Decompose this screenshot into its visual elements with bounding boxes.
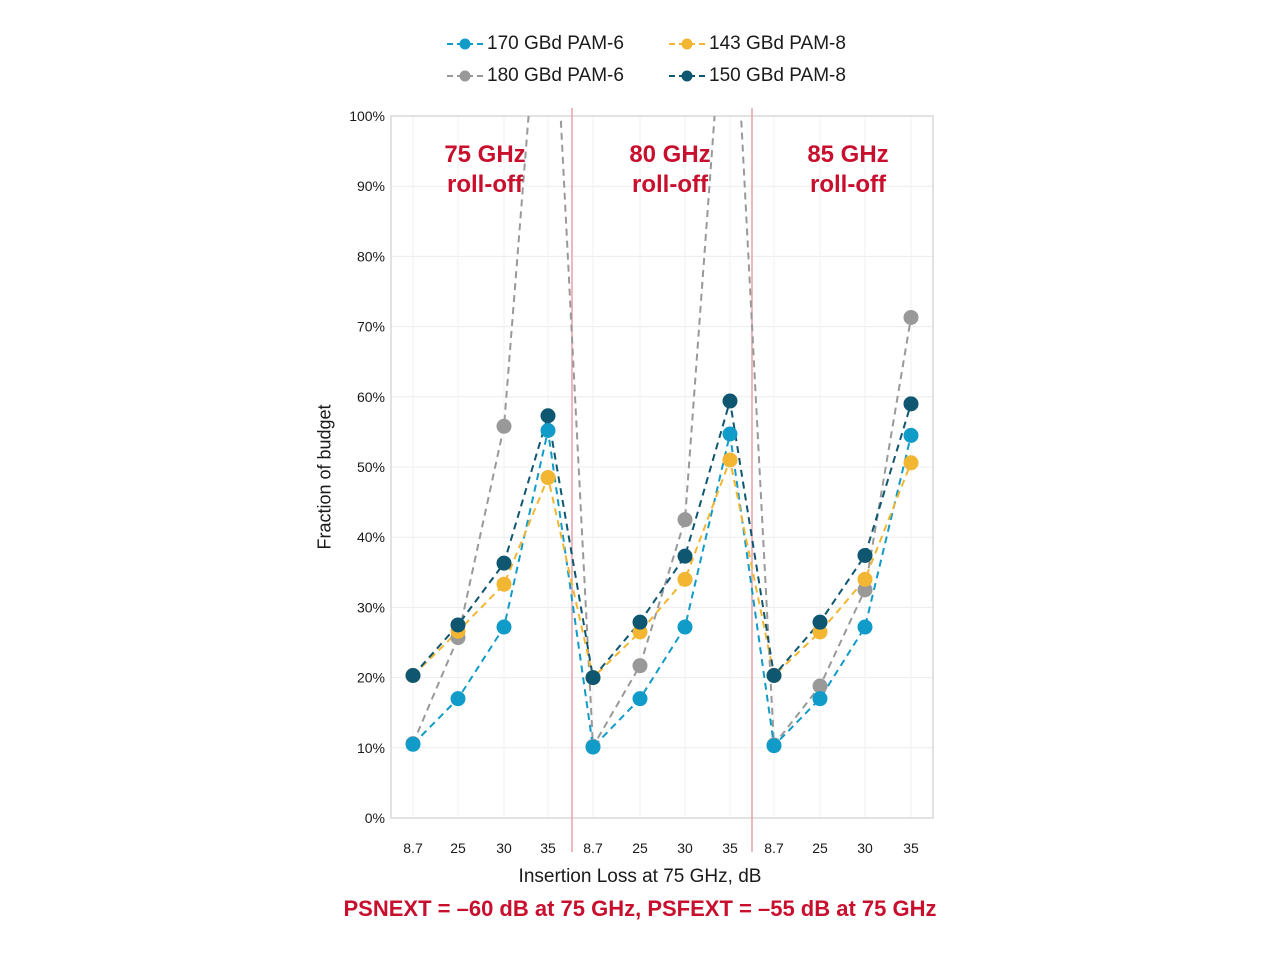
data-point <box>812 678 828 694</box>
y-tick-label: 30% <box>357 599 385 615</box>
legend-label: 170 GBd PAM-6 <box>487 33 624 54</box>
group-label: 80 GHz roll-off <box>590 140 750 200</box>
legend-label: 180 GBd PAM-6 <box>487 65 624 86</box>
grid-lines <box>391 115 933 819</box>
legend-swatch <box>447 38 483 50</box>
y-tick-label: 80% <box>357 248 385 264</box>
data-point <box>632 614 648 630</box>
data-point <box>496 576 512 592</box>
group-dividers <box>571 108 753 852</box>
data-point <box>405 736 421 752</box>
group-label-line1: 85 GHz <box>807 141 889 168</box>
data-point <box>722 452 738 468</box>
x-tick-label: 35 <box>540 840 556 856</box>
y-tick-label: 40% <box>357 529 385 545</box>
data-point <box>405 667 421 683</box>
data-point <box>540 408 556 424</box>
group-label-line2: roll-off <box>447 171 523 198</box>
x-tick-label: 30 <box>496 840 512 856</box>
data-point <box>677 619 693 635</box>
data-point <box>496 555 512 571</box>
y-tick-label: 10% <box>357 740 385 756</box>
data-point <box>857 582 873 598</box>
data-point <box>812 614 828 630</box>
data-point <box>857 571 873 587</box>
series-line <box>412 430 912 750</box>
legend: 170 GBd PAM-6 143 GBd PAM-8 180 GBd PAM-6 1… <box>445 30 865 94</box>
group-label-line1: 75 GHz <box>444 141 526 168</box>
y-tick-label: 20% <box>357 670 385 686</box>
data-point <box>722 393 738 409</box>
y-axis-title: Fraction of budget <box>314 404 335 550</box>
data-point <box>766 667 782 683</box>
legend-item: 170 GBd PAM-6 <box>445 30 624 58</box>
legend-swatch <box>669 70 705 82</box>
data-point <box>903 309 919 325</box>
x-tick-label: 8.7 <box>764 840 784 856</box>
plot-frame <box>390 115 934 819</box>
y-tick-labels: 0% 10% 20% 30% 40% 50% 60% 70% 80% 90% 100% <box>349 108 385 826</box>
legend-swatch <box>669 38 705 50</box>
data-point <box>903 455 919 471</box>
y-tick-label: 100% <box>349 108 385 124</box>
data-point <box>677 512 693 528</box>
series-layer <box>405 116 919 755</box>
x-tick-label: 8.7 <box>583 840 603 856</box>
data-point <box>540 422 556 438</box>
data-point <box>677 548 693 564</box>
series-line <box>412 116 912 750</box>
x-tick-label: 25 <box>632 840 648 856</box>
x-tick-label: 30 <box>677 840 693 856</box>
legend-label: 143 GBd PAM-8 <box>709 33 846 54</box>
data-point <box>766 738 782 754</box>
data-point <box>496 619 512 635</box>
data-point <box>857 619 873 635</box>
series-line <box>412 400 912 680</box>
data-point <box>722 426 738 442</box>
group-label: 85 GHz roll-off <box>768 140 928 200</box>
legend-swatch <box>447 70 483 82</box>
x-tick-label: 8.7 <box>403 840 423 856</box>
group-label: 75 GHz roll-off <box>405 140 565 200</box>
data-point <box>632 658 648 674</box>
data-point <box>677 571 693 587</box>
group-label-line2: roll-off <box>810 171 886 198</box>
data-point <box>632 691 648 707</box>
legend-item: 150 GBd PAM-8 <box>667 62 846 90</box>
x-tick-label: 25 <box>812 840 828 856</box>
data-point <box>585 670 601 686</box>
data-point <box>585 739 601 755</box>
x-tick-label: 25 <box>450 840 466 856</box>
data-point <box>903 396 919 412</box>
x-tick-label: 35 <box>903 840 919 856</box>
x-tick-label: 30 <box>857 840 873 856</box>
x-tick-label: 35 <box>722 840 738 856</box>
data-point <box>496 418 512 434</box>
data-point <box>450 691 466 707</box>
data-point <box>540 470 556 486</box>
group-label-line2: roll-off <box>632 171 708 198</box>
y-tick-label: 90% <box>357 178 385 194</box>
legend-label: 150 GBd PAM-8 <box>709 65 846 86</box>
x-tick-labels: 8.7 25 30 35 8.7 25 30 35 8.7 25 30 35 <box>403 840 919 856</box>
data-point <box>903 427 919 443</box>
y-tick-label: 0% <box>365 810 385 826</box>
group-label-line1: 80 GHz <box>629 141 711 168</box>
x-axis-title: Insertion Loss at 75 GHz, dB <box>518 866 762 887</box>
data-point <box>857 547 873 563</box>
y-tick-label: 70% <box>357 319 385 335</box>
series-line <box>412 456 912 680</box>
data-point <box>812 691 828 707</box>
legend-item: 180 GBd PAM-6 <box>445 62 624 90</box>
legend-item: 143 GBd PAM-8 <box>667 30 846 58</box>
data-point <box>450 617 466 633</box>
y-tick-label: 60% <box>357 389 385 405</box>
footnote: PSNEXT = –60 dB at 75 GHz, PSFEXT = –55 … <box>343 896 937 921</box>
y-tick-label: 50% <box>357 459 385 475</box>
